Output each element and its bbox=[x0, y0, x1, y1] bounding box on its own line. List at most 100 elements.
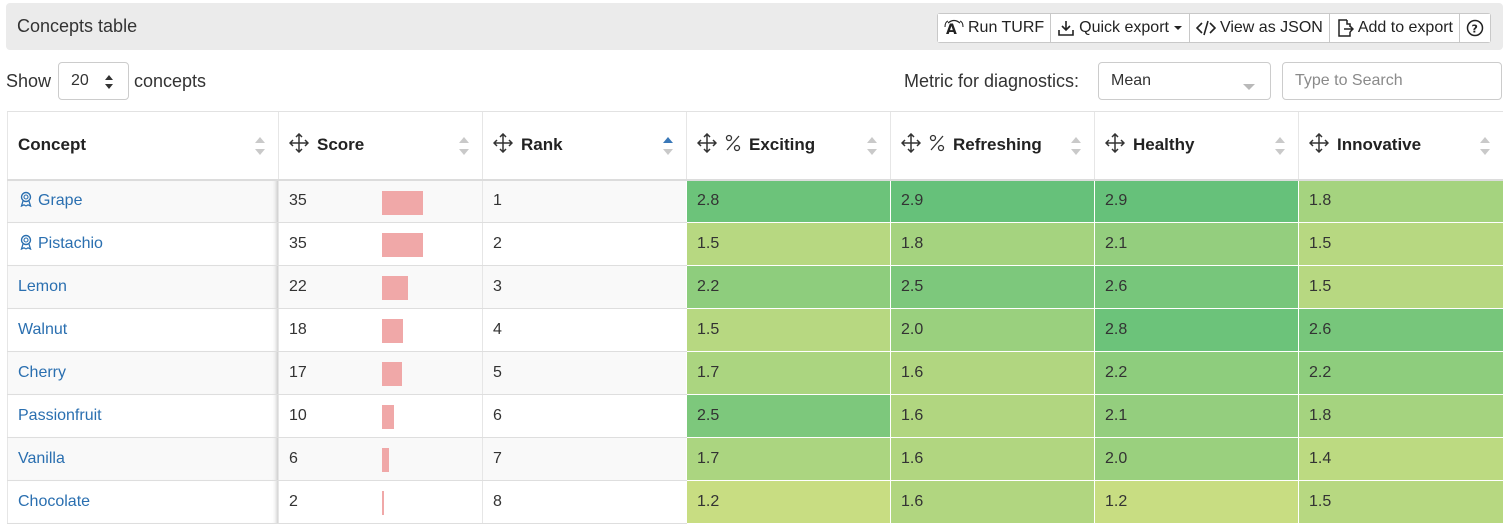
concept-cell: Pistachio bbox=[7, 222, 279, 266]
concept-link[interactable]: Vanilla bbox=[18, 450, 65, 468]
panel-header: Concepts table A Run TURF Quick export V… bbox=[6, 3, 1503, 50]
sort-icon[interactable] bbox=[458, 134, 470, 163]
score-cell: 22 bbox=[278, 265, 483, 309]
sort-icon[interactable] bbox=[1479, 134, 1491, 163]
exciting-cell: 2.2 bbox=[686, 265, 891, 309]
table-row: Cherry 17 5 1.7 1.6 2.2 2.2 bbox=[7, 351, 1503, 395]
exciting-cell: 1.5 bbox=[686, 222, 891, 266]
quick-export-button[interactable]: Quick export bbox=[1051, 14, 1190, 42]
healthy-cell: 2.9 bbox=[1094, 179, 1299, 223]
score-value: 6 bbox=[289, 450, 298, 467]
view-json-label: View as JSON bbox=[1219, 19, 1323, 36]
help-icon: ? bbox=[1466, 19, 1484, 37]
rank-value: 1 bbox=[493, 192, 502, 210]
move-icon[interactable] bbox=[1308, 132, 1330, 158]
innovative-value: 1.5 bbox=[1309, 278, 1332, 295]
move-icon[interactable] bbox=[1104, 132, 1126, 158]
svg-text:?: ? bbox=[1472, 23, 1478, 36]
innovative-value: 1.8 bbox=[1309, 192, 1332, 210]
table-row: Passionfruit 10 6 2.5 1.6 2.1 1.8 bbox=[7, 394, 1503, 438]
help-button[interactable]: ? bbox=[1460, 14, 1490, 42]
column-header-refreshing[interactable]: Refreshing bbox=[890, 111, 1095, 181]
download-icon bbox=[1057, 19, 1075, 37]
healthy-value: 1.2 bbox=[1105, 493, 1128, 510]
score-bar bbox=[382, 276, 408, 300]
healthy-cell: 2.2 bbox=[1094, 351, 1299, 395]
score-value: 10 bbox=[289, 407, 307, 424]
exciting-value: 1.5 bbox=[697, 321, 720, 338]
award-icon bbox=[18, 234, 34, 255]
move-icon[interactable] bbox=[696, 132, 718, 158]
innovative-cell: 1.5 bbox=[1298, 265, 1503, 309]
chevron-down-icon bbox=[1242, 78, 1256, 96]
exciting-cell: 2.5 bbox=[686, 394, 891, 438]
innovative-cell: 2.6 bbox=[1298, 308, 1503, 352]
refreshing-value: 2.5 bbox=[901, 278, 924, 295]
sort-icon[interactable] bbox=[866, 134, 878, 163]
metric-value: Mean bbox=[1111, 72, 1152, 89]
healthy-value: 2.1 bbox=[1105, 235, 1128, 252]
column-label-score: Score bbox=[317, 135, 365, 155]
healthy-value: 2.6 bbox=[1105, 278, 1128, 295]
concept-link[interactable]: Chocolate bbox=[18, 493, 90, 511]
score-cell: 10 bbox=[278, 394, 483, 438]
column-header-healthy[interactable]: Healthy bbox=[1094, 111, 1299, 181]
page-size-value: 20 bbox=[71, 72, 89, 89]
sort-icon[interactable] bbox=[254, 134, 266, 163]
run-turf-button[interactable]: A Run TURF bbox=[937, 14, 1052, 42]
score-bar bbox=[382, 491, 384, 515]
concept-link[interactable]: Lemon bbox=[18, 278, 67, 296]
column-header-exciting[interactable]: Exciting bbox=[686, 111, 891, 181]
healthy-cell: 1.2 bbox=[1094, 480, 1299, 524]
rank-cell: 4 bbox=[482, 308, 687, 352]
panel-title: Concepts table bbox=[17, 16, 138, 36]
concept-name: Cherry bbox=[18, 364, 67, 381]
score-value: 17 bbox=[289, 364, 307, 381]
exciting-cell: 1.5 bbox=[686, 308, 891, 352]
move-icon[interactable] bbox=[900, 132, 922, 158]
concept-cell: Lemon bbox=[7, 265, 279, 309]
metric-select[interactable]: Mean bbox=[1098, 62, 1271, 100]
refreshing-value: 1.6 bbox=[901, 493, 924, 510]
innovative-value: 2.2 bbox=[1309, 364, 1332, 381]
concept-link[interactable]: Grape bbox=[18, 191, 82, 212]
move-icon[interactable] bbox=[492, 132, 514, 158]
healthy-value: 2.1 bbox=[1105, 407, 1128, 424]
healthy-cell: 2.1 bbox=[1094, 222, 1299, 266]
concept-link[interactable]: Cherry bbox=[18, 364, 66, 382]
refreshing-cell: 1.6 bbox=[890, 351, 1095, 395]
refreshing-cell: 2.5 bbox=[890, 265, 1095, 309]
sort-ascending-icon[interactable] bbox=[662, 134, 674, 163]
concept-cell: Grape bbox=[7, 179, 279, 223]
sort-icon[interactable] bbox=[1274, 134, 1286, 163]
turf-icon: A bbox=[944, 19, 964, 37]
exciting-value: 1.7 bbox=[697, 364, 720, 381]
rank-value: 7 bbox=[493, 450, 502, 467]
run-turf-label: Run TURF bbox=[967, 19, 1045, 36]
concepts-table-wrapper: Concept Score bbox=[7, 111, 1503, 527]
concept-link[interactable]: Passionfruit bbox=[18, 407, 102, 425]
column-label-healthy: Healthy bbox=[1133, 135, 1195, 155]
concept-cell: Walnut bbox=[7, 308, 279, 352]
column-header-innovative[interactable]: Innovative bbox=[1298, 111, 1503, 181]
search-input[interactable] bbox=[1282, 62, 1502, 100]
concept-link[interactable]: Pistachio bbox=[18, 234, 103, 255]
refreshing-value: 1.6 bbox=[901, 364, 924, 381]
sort-icon[interactable] bbox=[1070, 134, 1082, 163]
view-json-button[interactable]: View as JSON bbox=[1189, 14, 1330, 42]
svg-text:A: A bbox=[946, 22, 957, 37]
page-size-select[interactable]: 20 bbox=[58, 62, 129, 100]
rank-value: 3 bbox=[493, 278, 502, 295]
move-icon[interactable] bbox=[288, 132, 310, 158]
concept-name: Grape bbox=[38, 192, 83, 210]
score-bar bbox=[382, 362, 402, 386]
column-header-score[interactable]: Score bbox=[278, 111, 483, 181]
column-header-concept[interactable]: Concept bbox=[7, 111, 279, 181]
score-cell: 18 bbox=[278, 308, 483, 352]
concept-link[interactable]: Walnut bbox=[18, 321, 67, 339]
percent-icon bbox=[929, 134, 945, 157]
column-header-rank[interactable]: Rank bbox=[482, 111, 687, 181]
add-to-export-button[interactable]: Add to export bbox=[1329, 14, 1460, 42]
healthy-value: 2.2 bbox=[1105, 364, 1128, 381]
refreshing-value: 1.6 bbox=[901, 407, 924, 424]
